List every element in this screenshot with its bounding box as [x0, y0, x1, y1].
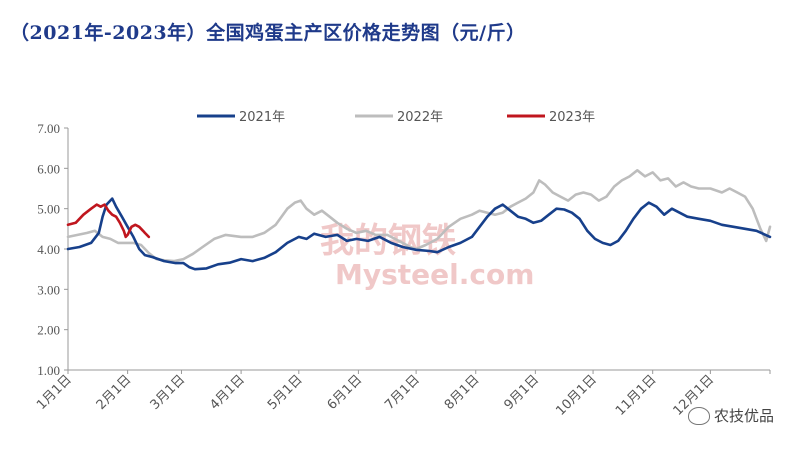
x-tick-label: 7月1日: [382, 372, 423, 413]
y-tick-label: 6.00: [37, 161, 60, 176]
x-tick-label: 3月1日: [148, 372, 189, 413]
series-line-2021年: [66, 197, 772, 271]
brand-label: 农技优品: [713, 407, 774, 425]
y-tick-label: 5.00: [37, 202, 60, 217]
y-tick-label: 3.00: [37, 282, 60, 297]
series-line-2022年: [66, 169, 772, 263]
chart-title: （2021年-2023年）全国鸡蛋主产区价格走势图（元/斤）: [10, 22, 526, 44]
legend-label: 2022年: [397, 110, 443, 125]
x-tick-label: 2月1日: [94, 372, 135, 413]
x-tick-label: 8月1日: [442, 372, 483, 413]
series-line-2023年: [66, 203, 151, 239]
legend-label: 2023年: [549, 110, 595, 125]
brand-badge: 农技优品: [687, 405, 774, 426]
wechat-icon: [687, 406, 710, 425]
x-tick-label: 1月1日: [34, 372, 75, 413]
legend: 2021年 2022年 2023年: [197, 110, 595, 125]
x-tick-label: 9月1日: [501, 372, 542, 413]
x-tick-label: 10月1日: [553, 372, 600, 419]
y-tick-label: 2.00: [37, 323, 60, 338]
y-tick-label: 4.00: [37, 242, 60, 257]
x-tick-label: 4月1日: [207, 372, 248, 413]
y-tick-label: 1.00: [37, 363, 60, 378]
x-tick-label: 5月1日: [265, 372, 306, 413]
legend-label: 2021年: [239, 110, 285, 125]
series-layer: [66, 169, 772, 271]
y-tick-label: 7.00: [37, 121, 60, 136]
watermark-en: Mysteel.com: [335, 258, 534, 291]
x-tick-label: 6月1日: [325, 372, 366, 413]
x-tick-label: 11月1日: [613, 372, 660, 419]
